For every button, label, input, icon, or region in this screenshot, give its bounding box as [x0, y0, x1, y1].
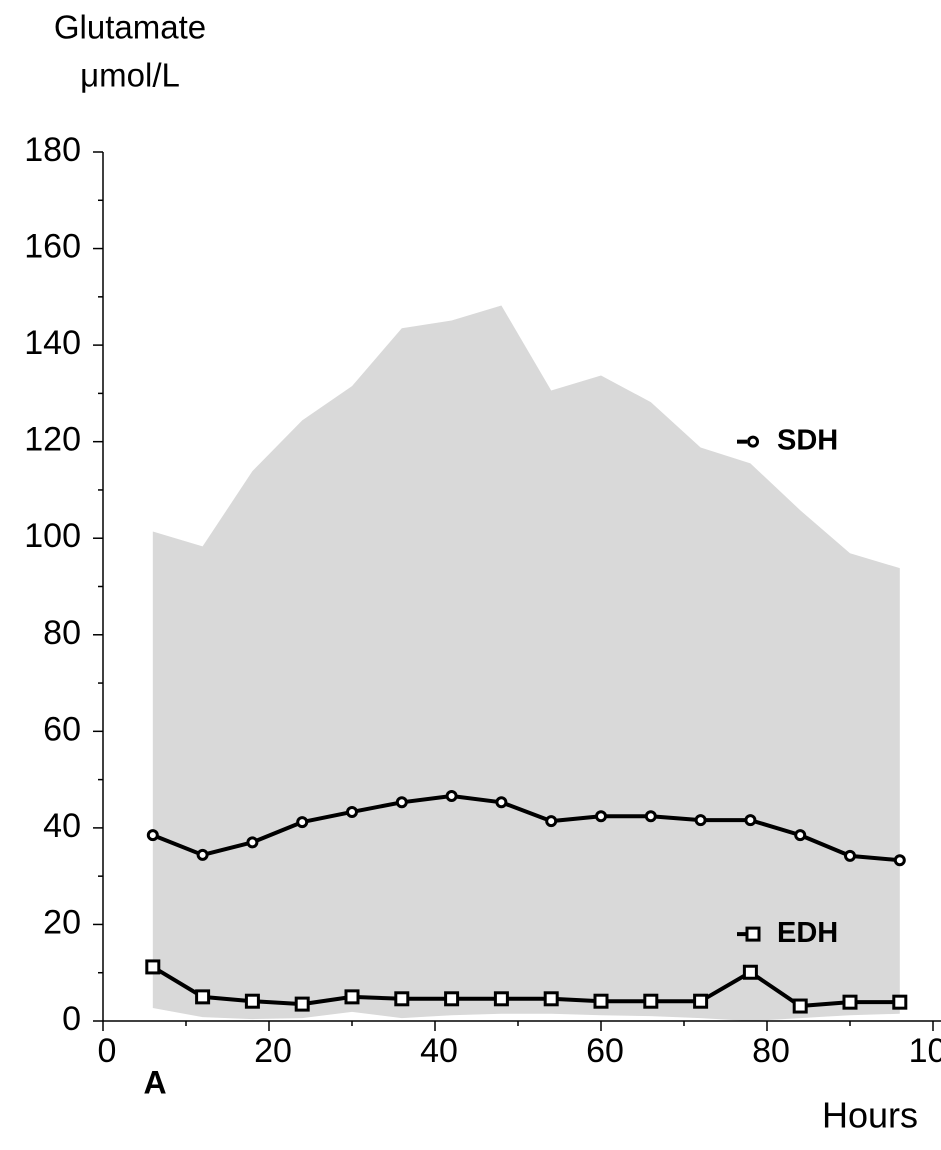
data-point: [892, 994, 908, 1010]
x-tick-label: 40: [420, 1032, 458, 1070]
data-point: [742, 964, 758, 980]
data-point: [893, 854, 906, 867]
y-tick-label: 0: [62, 1000, 81, 1038]
data-point: [543, 991, 559, 1007]
data-point: [644, 810, 657, 823]
data-point: [493, 991, 509, 1007]
data-point: [246, 836, 259, 849]
range-band: [152, 305, 900, 1022]
data-point: [344, 989, 360, 1005]
data-point: [395, 796, 408, 809]
data-point: [146, 829, 159, 842]
data-point: [844, 849, 856, 862]
data-point: [693, 993, 709, 1009]
data-point: [842, 994, 858, 1010]
data-point: [593, 993, 609, 1009]
y-tick-label: 100: [24, 517, 81, 555]
data-point: [195, 989, 211, 1005]
data-point: [444, 991, 460, 1007]
legend-marker: [747, 435, 759, 448]
series-line: [152, 794, 900, 863]
y-tick-label: 120: [24, 421, 81, 459]
data-point: [244, 993, 260, 1009]
data-point: [794, 829, 807, 842]
x-tick-label: 100: [909, 1032, 941, 1070]
data-point: [694, 814, 707, 827]
legend-label: SDH: [777, 424, 838, 456]
y-tick-label: 180: [24, 131, 81, 169]
data-point: [145, 959, 161, 975]
series-line: [151, 965, 900, 1009]
data-point: [545, 815, 558, 828]
data-point: [445, 790, 458, 803]
y-tick-label: 60: [43, 710, 81, 748]
x-axis-label: Hours: [822, 1095, 918, 1136]
panel-label: A: [143, 1064, 166, 1100]
data-point: [792, 998, 808, 1014]
legend-marker: [745, 926, 761, 942]
data-point: [296, 816, 309, 829]
data-point: [495, 796, 508, 809]
data-point: [346, 805, 358, 818]
y-tick-label: 80: [43, 614, 81, 652]
x-tick-label: 80: [752, 1032, 790, 1070]
y-tick-label: 140: [24, 324, 81, 362]
data-point: [744, 814, 757, 827]
data-point: [643, 993, 659, 1009]
data-point: [595, 810, 607, 823]
y-tick-label: 160: [24, 228, 81, 266]
y-axis-label: μmol/L: [80, 57, 180, 94]
x-tick-label: 0: [98, 1032, 117, 1070]
y-tick-label: 40: [43, 807, 81, 845]
y-axis-label: Glutamate: [54, 9, 206, 46]
y-tick-label: 20: [43, 903, 81, 941]
data-point: [294, 996, 310, 1012]
legend-label: EDH: [777, 917, 838, 949]
x-tick-label: 20: [254, 1032, 292, 1070]
x-tick-label: 60: [586, 1032, 624, 1070]
data-point: [394, 991, 410, 1007]
data-point: [196, 848, 209, 861]
